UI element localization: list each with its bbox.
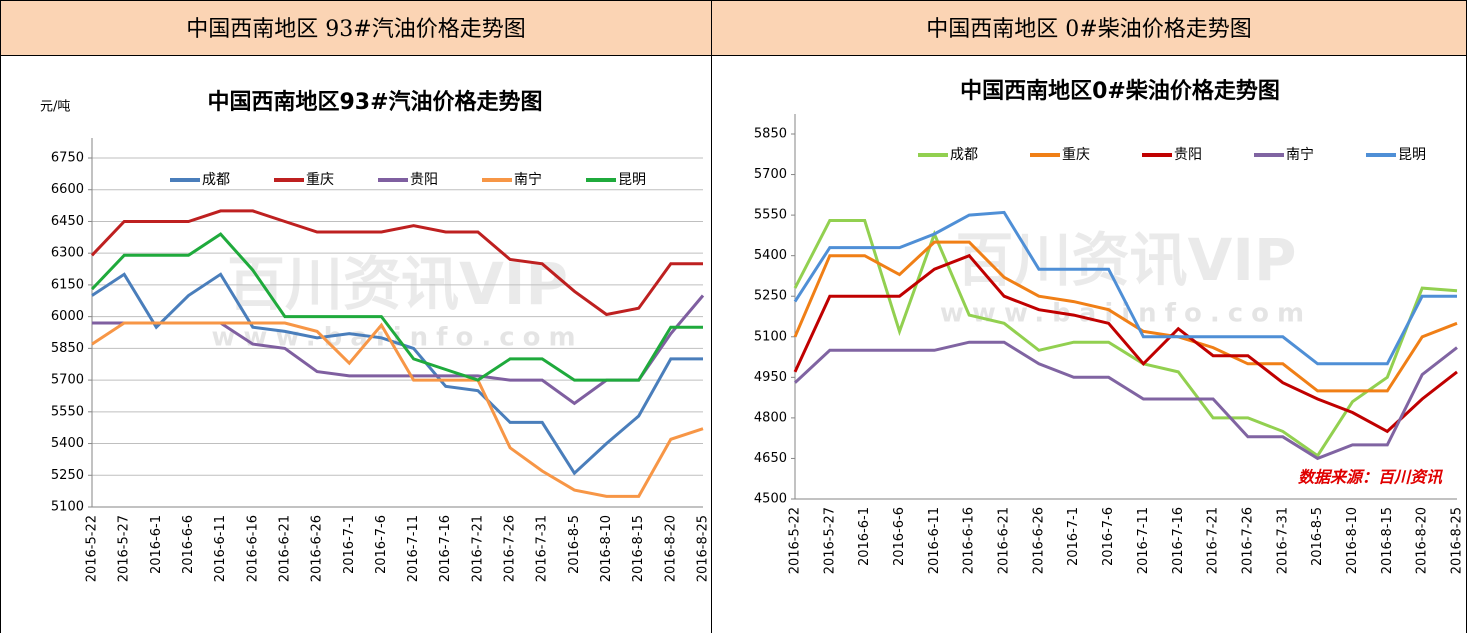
y-tick-label: 5850 xyxy=(754,127,787,142)
x-tick-label: 2016-7-31 xyxy=(535,515,550,582)
series-line xyxy=(793,210,1457,366)
y-tick-label: 6750 xyxy=(51,151,84,166)
legend-label: 贵阳 xyxy=(1174,147,1202,163)
y-tick-label: 5550 xyxy=(754,208,787,223)
x-tick-label: 2016-7-16 xyxy=(1171,507,1186,574)
x-tick-label: 2016-6-16 xyxy=(245,515,260,582)
x-tick-label: 2016-8-15 xyxy=(1380,507,1395,574)
y-tick-label: 6000 xyxy=(51,309,84,324)
y-tick-label: 5250 xyxy=(51,468,84,483)
x-tick-label: 2016-7-16 xyxy=(438,515,453,582)
y-tick-label: 5400 xyxy=(51,436,84,451)
series-line xyxy=(90,209,703,317)
x-tick-label: 2016-8-25 xyxy=(696,515,711,582)
x-tick-label: 2016-8-15 xyxy=(631,515,646,582)
y-tick-label: 5700 xyxy=(51,373,84,388)
y-tick-label: 5550 xyxy=(51,404,84,419)
x-tick-label: 2016-8-10 xyxy=(599,515,614,582)
chart-title: 中国西南地区0#柴油价格走势图 xyxy=(960,78,1280,104)
watermark: 百川资讯VIP xyxy=(956,226,1297,294)
x-tick-label: 2016-7-1 xyxy=(342,515,357,574)
x-tick-label: 2016-5-27 xyxy=(117,515,132,582)
x-tick-label: 2016-6-26 xyxy=(1031,507,1046,574)
x-tick-label: 2016-6-11 xyxy=(927,507,942,574)
x-tick-label: 2016-7-21 xyxy=(470,515,485,582)
x-tick-label: 2016-8-20 xyxy=(1415,507,1430,574)
header-title: 中国西南地区 93#汽油价格走势图 xyxy=(186,17,525,42)
x-tick-label: 2016-7-26 xyxy=(503,515,518,582)
y-unit: 元/吨 xyxy=(40,100,70,115)
x-tick-label: 2016-5-22 xyxy=(85,515,100,582)
x-tick-label: 2016-7-6 xyxy=(1101,507,1116,566)
watermark: 百川资讯VIP xyxy=(227,250,568,318)
source-note: 数据来源：百川资讯 xyxy=(1298,468,1444,487)
legend-label: 贵阳 xyxy=(410,172,438,188)
y-tick-label: 5700 xyxy=(754,167,787,182)
legend-label: 昆明 xyxy=(618,172,646,188)
legend-label: 成都 xyxy=(950,147,978,163)
chart-title: 中国西南地区93#汽油价格走势图 xyxy=(207,89,542,115)
legend-label: 成都 xyxy=(202,172,230,188)
y-tick-label: 4500 xyxy=(754,492,787,507)
x-tick-label: 2016-8-5 xyxy=(567,515,582,574)
x-tick-label: 2016-7-21 xyxy=(1206,507,1221,574)
x-tick-label: 2016-7-11 xyxy=(1136,507,1151,574)
x-tick-label: 2016-7-26 xyxy=(1240,507,1255,574)
x-tick-label: 2016-6-21 xyxy=(277,515,292,582)
header-bg xyxy=(0,0,1467,56)
x-tick-label: 2016-8-20 xyxy=(663,515,678,582)
x-tick-label: 2016-6-11 xyxy=(213,515,228,582)
x-tick-label: 2016-7-6 xyxy=(374,515,389,574)
y-tick-label: 4650 xyxy=(754,451,787,466)
y-tick-label: 5400 xyxy=(754,248,787,263)
y-tick-label: 4800 xyxy=(754,410,787,425)
y-tick-label: 6600 xyxy=(51,182,84,197)
y-tick-label: 6450 xyxy=(51,214,84,229)
x-tick-label: 2016-6-6 xyxy=(892,507,907,566)
x-tick-label: 2016-7-11 xyxy=(406,515,421,582)
y-tick-label: 5100 xyxy=(51,500,84,515)
legend-label: 昆明 xyxy=(1398,147,1426,163)
x-tick-label: 2016-6-26 xyxy=(310,515,325,582)
x-tick-label: 2016-8-25 xyxy=(1450,507,1465,574)
x-tick-label: 2016-6-1 xyxy=(857,507,872,566)
series-line xyxy=(793,240,1458,393)
y-tick-label: 5850 xyxy=(51,341,84,356)
legend-label: 重庆 xyxy=(1062,147,1090,163)
x-tick-label: 2016-6-16 xyxy=(962,507,977,574)
x-tick-label: 2016-7-31 xyxy=(1275,507,1290,574)
x-tick-label: 2016-8-5 xyxy=(1310,507,1325,566)
y-tick-label: 6300 xyxy=(51,246,84,261)
series-line xyxy=(793,340,1458,461)
legend-label: 重庆 xyxy=(306,172,334,188)
series-line xyxy=(793,253,1458,434)
y-tick-label: 6150 xyxy=(51,277,84,292)
x-tick-label: 2016-7-1 xyxy=(1066,507,1081,566)
x-tick-label: 2016-5-27 xyxy=(822,507,837,574)
header-title: 中国西南地区 0#柴油价格走势图 xyxy=(926,17,1251,42)
series-line xyxy=(91,321,704,498)
series-line xyxy=(90,232,703,382)
x-tick-label: 2016-8-10 xyxy=(1345,507,1360,574)
series-line xyxy=(91,272,703,476)
legend-label: 南宁 xyxy=(1286,146,1314,163)
x-tick-label: 2016-6-21 xyxy=(997,507,1012,574)
x-tick-label: 2016-6-1 xyxy=(149,515,164,574)
x-tick-label: 2016-5-22 xyxy=(788,507,803,574)
y-tick-label: 5250 xyxy=(754,289,787,304)
y-tick-label: 4950 xyxy=(754,370,787,385)
y-tick-label: 5100 xyxy=(754,329,787,344)
legend-label: 南宁 xyxy=(514,171,542,188)
x-tick-label: 2016-6-6 xyxy=(181,515,196,574)
